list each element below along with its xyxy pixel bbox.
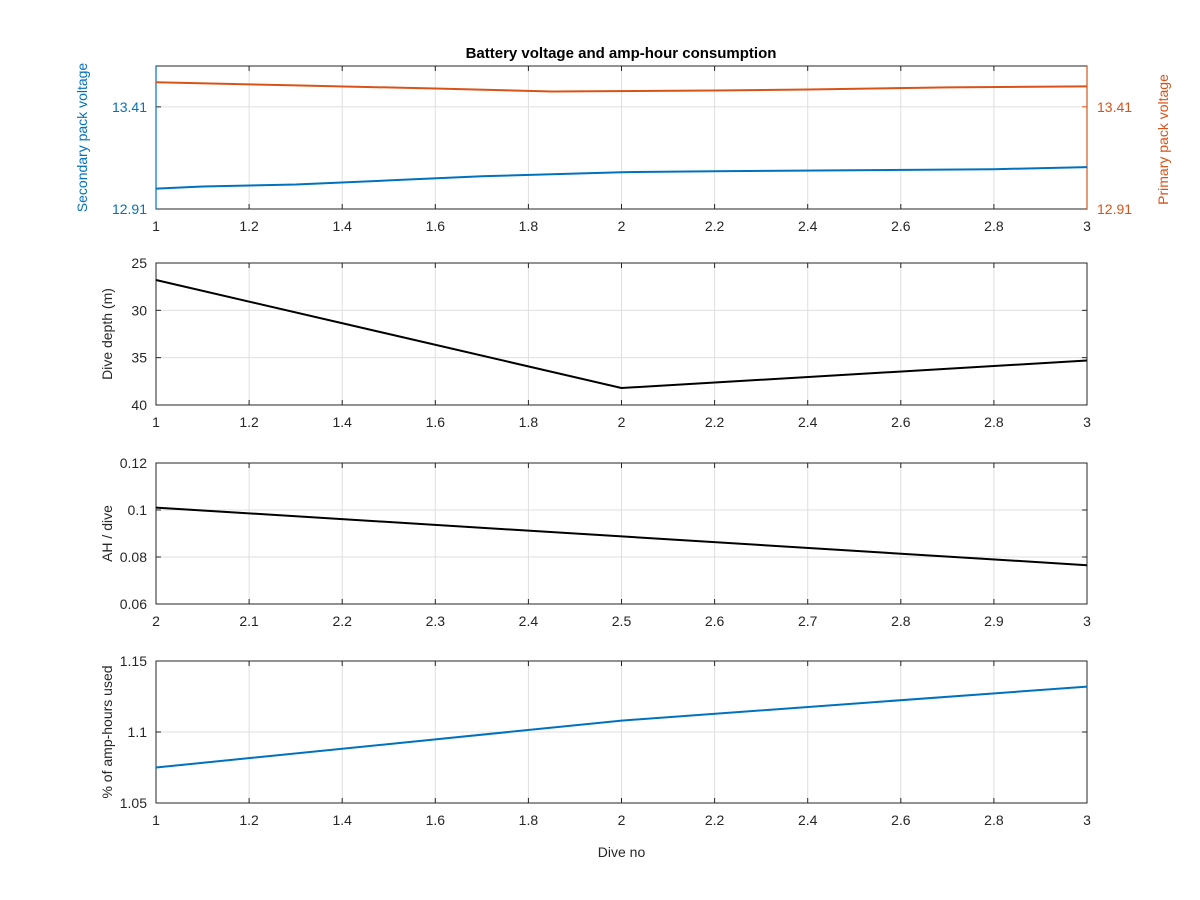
x-tick-label: 2 <box>618 414 626 430</box>
x-tick-label: 2.3 <box>426 613 446 629</box>
x-tick-label: 1.2 <box>239 218 259 234</box>
x-tick-label: 2.6 <box>891 812 911 828</box>
x-tick-label: 2.4 <box>798 414 818 430</box>
y-tick-label: 0.12 <box>120 455 147 471</box>
x-tick-label: 1.8 <box>519 812 539 828</box>
x-tick-label: 1 <box>152 218 160 234</box>
axes-frame <box>155 462 1088 605</box>
y-tick-label: 1.1 <box>128 724 148 740</box>
y-tick-label: 1.15 <box>120 653 147 669</box>
x-tick-label: 2.2 <box>332 613 352 629</box>
y-axis-label: AH / dive <box>99 505 115 562</box>
x-tick-label: 1.6 <box>426 812 446 828</box>
x-tick-label: 2.4 <box>798 812 818 828</box>
y-tick-label: 35 <box>131 350 147 366</box>
series-line-1 <box>155 506 1088 567</box>
x-tick-label: 2.7 <box>798 613 818 629</box>
y-tick-label: 12.91 <box>112 201 147 217</box>
x-tick-label: 1.4 <box>332 218 352 234</box>
x-tick-label: 2.6 <box>705 613 725 629</box>
x-tick-label: 2.8 <box>984 812 1004 828</box>
x-tick-label: 3 <box>1083 812 1091 828</box>
x-tick-label: 1.6 <box>426 218 446 234</box>
x-tick-label: 2.2 <box>705 812 725 828</box>
x-tick-label: 2.4 <box>798 218 818 234</box>
y-tick-label: 25 <box>131 255 147 271</box>
x-tick-label: 1.4 <box>332 812 352 828</box>
y-axis-label: % of amp-hours used <box>99 665 115 798</box>
y-axis-label-right: Primary pack voltage <box>1155 74 1171 205</box>
x-tick-label: 1.4 <box>332 414 352 430</box>
y-axis-label: Dive depth (m) <box>99 288 115 380</box>
y-right-tick-label: 13.41 <box>1097 99 1132 115</box>
y-tick-label: 13.41 <box>112 99 147 115</box>
subplot-4: 1 1.2 1.4 1.6 1.8 2 2.2 2.4 2.6 2.8 3 1.05 1.1 1.15 % … <box>99 653 1091 860</box>
x-tick-label: 2.4 <box>519 613 539 629</box>
x-tick-label: 2.6 <box>891 414 911 430</box>
x-tick-label: 2.2 <box>705 414 725 430</box>
x-tick-label: 1.8 <box>519 218 539 234</box>
y-tick-label: 30 <box>131 302 147 318</box>
series-line-primary-pack-voltage <box>155 81 1088 93</box>
x-tick-label: 1.8 <box>519 414 539 430</box>
x-tick-label: 1.6 <box>426 414 446 430</box>
x-tick-label: 1 <box>152 414 160 430</box>
series-line-secondary-pack-voltage <box>155 166 1088 190</box>
subplots: 1 1.2 1.4 1.6 1.8 2 2.2 2.4 2.6 2.8 312.9113.4112.… <box>74 63 1171 860</box>
x-tick-label: 1.2 <box>239 812 259 828</box>
x-tick-label: 2 <box>618 812 626 828</box>
y-tick-label: 1.05 <box>120 795 147 811</box>
y-tick-label: 40 <box>131 397 147 413</box>
y-tick-label: 0.1 <box>128 502 148 518</box>
x-tick-label: 2 <box>618 218 626 234</box>
x-tick-label: 2.9 <box>984 613 1004 629</box>
x-tick-label: 2 <box>152 613 160 629</box>
y-axis-label: Secondary pack voltage <box>74 63 90 213</box>
subplot-2: 1 1.2 1.4 1.6 1.8 2 2.2 2.4 2.6 2.8 3 25 30 35 40 Dive … <box>99 255 1091 430</box>
x-tick-label: 3 <box>1083 414 1091 430</box>
x-tick-label: 3 <box>1083 613 1091 629</box>
series-line-1 <box>155 685 1088 769</box>
axes-frame <box>155 262 1088 406</box>
x-tick-label: 3 <box>1083 218 1091 234</box>
x-tick-label: 2.6 <box>891 218 911 234</box>
y-tick-label: 0.08 <box>120 549 147 565</box>
x-tick-label: 2.8 <box>984 218 1004 234</box>
chart-title: Battery voltage and amp-hour consumption <box>466 45 777 62</box>
subplot-1: 1 1.2 1.4 1.6 1.8 2 2.2 2.4 2.6 2.8 3 12.91 13.41 12.… <box>74 63 1171 234</box>
x-tick-label: 2.1 <box>239 613 259 629</box>
x-axis-label: Dive no <box>598 844 646 860</box>
y-tick-label: 0.06 <box>120 596 147 612</box>
series-line-1 <box>155 279 1088 389</box>
x-tick-label: 2.2 <box>705 218 725 234</box>
y-right-tick-label: 12.91 <box>1097 201 1132 217</box>
axes-frame <box>155 660 1088 804</box>
x-tick-label: 1 <box>152 812 160 828</box>
x-tick-label: 2.8 <box>984 414 1004 430</box>
subplot-3: 2 2.1 2.2 2.3 2.4 2.5 2.6 2.7 2.8 2.9 3 0.06 0.08 0.1… <box>99 455 1091 629</box>
x-tick-label: 2.8 <box>891 613 911 629</box>
x-tick-label: 2.5 <box>612 613 632 629</box>
x-tick-label: 1.2 <box>239 414 259 430</box>
